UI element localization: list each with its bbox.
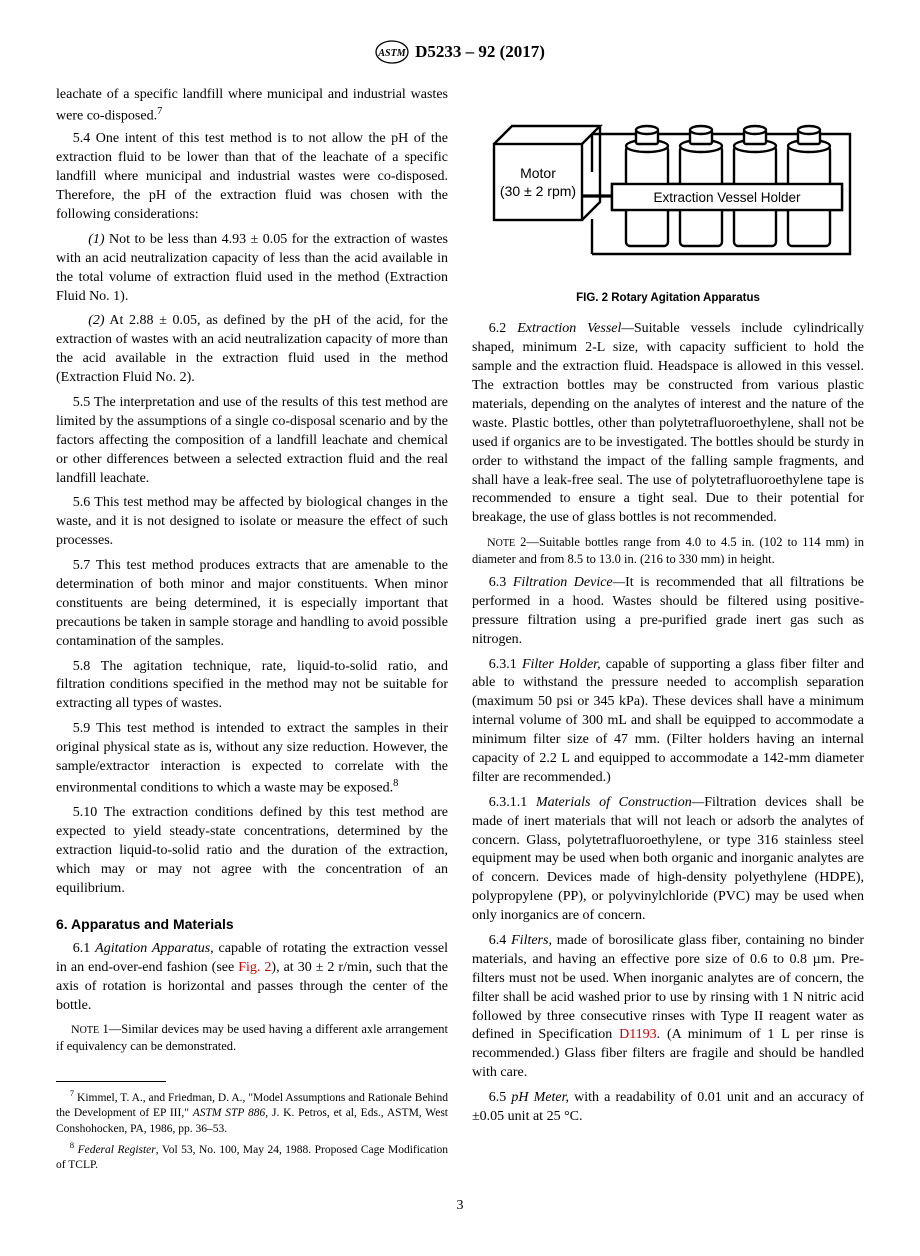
section-6-1: 6.1 Agitation Apparatus, capable of rota… bbox=[56, 940, 448, 1016]
continued-paragraph: leachate of a specific landfill where mu… bbox=[56, 86, 448, 126]
section-5-4: 5.4 One intent of this test method is to… bbox=[56, 130, 448, 224]
section-6-5: 6.5 pH Meter, with a readability of 0.01… bbox=[472, 1089, 864, 1127]
section-5-9: 5.9 This test method is intended to extr… bbox=[56, 720, 448, 798]
section-5-4-2: (2) At 2.88 ± 0.05, as defined by the pH… bbox=[56, 312, 448, 388]
section-6-2: 6.2 Extraction Vessel—Suitable vessels i… bbox=[472, 320, 864, 528]
note-1: NOTE 1—Similar devices may be used havin… bbox=[56, 1021, 448, 1055]
note-2: NOTE 2—Suitable bottles range from 4.0 t… bbox=[472, 534, 864, 568]
footnote-7: 7 Kimmel, T. A., and Friedman, D. A., "M… bbox=[56, 1088, 448, 1137]
section-5-10: 5.10 The extraction conditions defined b… bbox=[56, 804, 448, 898]
fig2-crossref[interactable]: Fig. 2 bbox=[238, 960, 271, 975]
section-5-5: 5.5 The interpretation and use of the re… bbox=[56, 394, 448, 488]
section-5-8: 5.8 The agitation technique, rate, liqui… bbox=[56, 658, 448, 715]
section-6-heading: 6. Apparatus and Materials bbox=[56, 915, 448, 934]
motor-label-1: Motor bbox=[520, 165, 556, 181]
section-6-3-1: 6.3.1 Filter Holder, capable of supporti… bbox=[472, 656, 864, 788]
left-column: leachate of a specific landfill where mu… bbox=[56, 86, 448, 1175]
motor-label-2: (30 ± 2 rpm) bbox=[500, 183, 576, 199]
section-5-6: 5.6 This test method may be affected by … bbox=[56, 494, 448, 551]
d1193-crossref[interactable]: D1193 bbox=[619, 1027, 657, 1042]
figure-2: Motor (30 ± 2 rpm) Extraction Vessel Hol… bbox=[472, 86, 864, 306]
astm-logo-icon: ASTM bbox=[375, 40, 409, 64]
svg-text:ASTM: ASTM bbox=[377, 48, 406, 59]
section-5-4-1: (1) Not to be less than 4.93 ± 0.05 for … bbox=[56, 231, 448, 307]
page-number: 3 bbox=[56, 1197, 864, 1216]
section-6-3-1-1: 6.3.1.1 Materials of Construction—Filtra… bbox=[472, 794, 864, 926]
section-6-4: 6.4 Filters, made of borosilicate glass … bbox=[472, 932, 864, 1083]
rotary-agitation-diagram-icon: Motor (30 ± 2 rpm) Extraction Vessel Hol… bbox=[472, 86, 860, 276]
footnote-separator bbox=[56, 1081, 166, 1082]
footnote-8: 8 Federal Register, Vol 53, No. 100, May… bbox=[56, 1140, 448, 1174]
figure-2-caption: FIG. 2 Rotary Agitation Apparatus bbox=[472, 291, 864, 307]
section-5-7: 5.7 This test method produces extracts t… bbox=[56, 557, 448, 651]
page-header: ASTM D5233 – 92 (2017) bbox=[56, 40, 864, 64]
holder-label: Extraction Vessel Holder bbox=[653, 190, 801, 205]
section-6-3: 6.3 Filtration Device—It is recommended … bbox=[472, 574, 864, 650]
footnotes: 7 Kimmel, T. A., and Friedman, D. A., "M… bbox=[56, 1088, 448, 1173]
right-column: Motor (30 ± 2 rpm) Extraction Vessel Hol… bbox=[472, 86, 864, 1175]
header-designation: D5233 – 92 (2017) bbox=[415, 41, 545, 64]
